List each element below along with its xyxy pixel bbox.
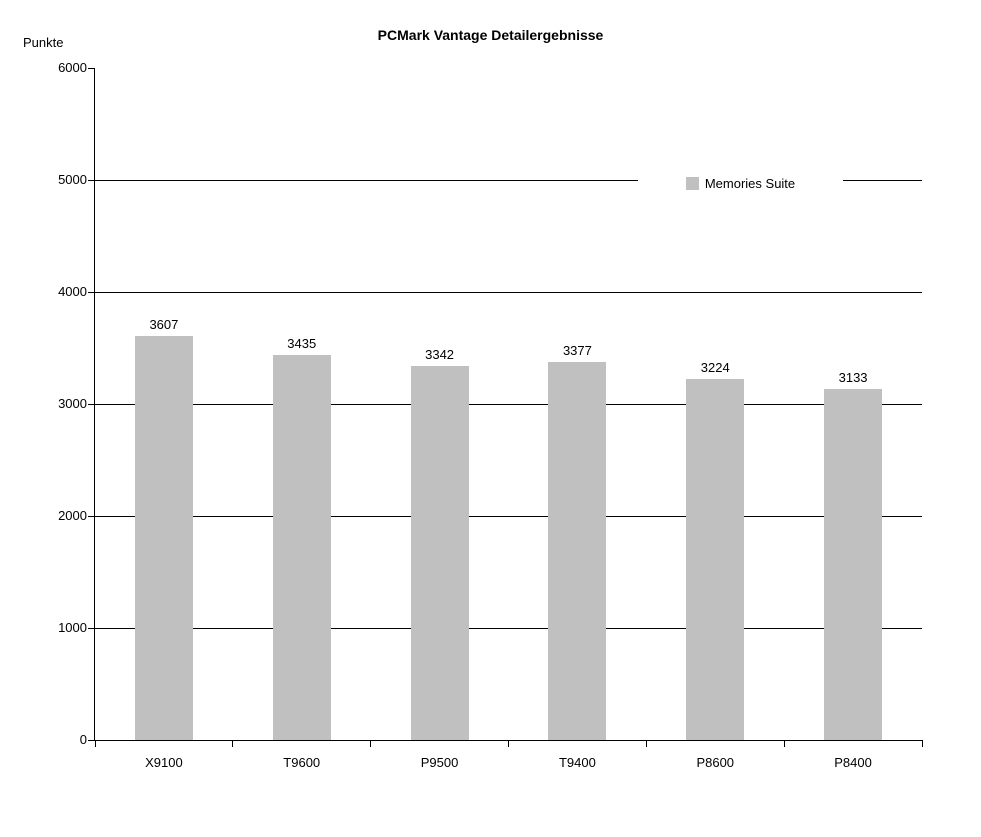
y-axis-tick	[88, 67, 95, 69]
bar	[134, 336, 193, 740]
gridline	[95, 627, 922, 629]
y-axis-line	[94, 68, 95, 741]
x-axis-line	[95, 739, 922, 741]
x-axis-tick	[94, 740, 96, 747]
bar-value-label: 3607	[149, 317, 179, 333]
y-tick-label: 2000	[58, 508, 87, 523]
y-axis-tick	[88, 515, 95, 517]
x-axis-tick	[645, 740, 647, 747]
y-axis-tick	[88, 627, 95, 629]
bar	[824, 389, 883, 740]
bar	[548, 361, 607, 740]
bar	[686, 378, 745, 740]
y-axis-title: Punkte	[23, 35, 64, 50]
x-axis-tick	[921, 740, 923, 747]
y-tick-label: 5000	[58, 172, 87, 187]
gridline	[95, 515, 922, 517]
bar	[410, 365, 469, 740]
y-tick-label: 6000	[58, 60, 87, 75]
y-axis-tick	[88, 179, 95, 181]
x-axis-tick	[508, 740, 509, 747]
x-tick-label: P8600	[696, 755, 735, 770]
y-axis-tick	[88, 739, 95, 741]
y-tick-label: 1000	[58, 620, 87, 635]
y-tick-label: 4000	[58, 284, 87, 299]
legend-swatch-icon	[685, 176, 699, 190]
bar-value-label: 3435	[287, 336, 317, 352]
y-tick-label: 3000	[58, 396, 87, 411]
x-axis-tick	[370, 740, 372, 747]
gridline	[95, 179, 922, 181]
bar-value-label: 3133	[838, 370, 868, 386]
bar-value-label: 3342	[425, 346, 455, 362]
chart-title: PCMark Vantage Detailergebnisse	[377, 27, 604, 43]
x-tick-label: T9600	[283, 755, 321, 770]
x-tick-label: P8400	[834, 755, 872, 770]
x-tick-label: P9500	[420, 755, 459, 770]
gridline	[95, 403, 922, 405]
bar-value-label: 3224	[700, 359, 730, 375]
legend: Memories Suite	[638, 168, 843, 198]
y-axis-tick	[88, 291, 95, 293]
legend-label: Memories Suite	[704, 175, 796, 191]
y-axis-tick	[88, 403, 95, 405]
bar-value-label: 3377	[562, 342, 592, 358]
gridline	[95, 291, 922, 293]
x-tick-label: T9400	[558, 755, 596, 770]
x-axis-tick	[783, 740, 785, 747]
x-tick-label: X9100	[145, 755, 183, 770]
x-axis-tick	[232, 740, 234, 747]
bar	[272, 355, 331, 740]
y-tick-label: 0	[79, 732, 87, 747]
